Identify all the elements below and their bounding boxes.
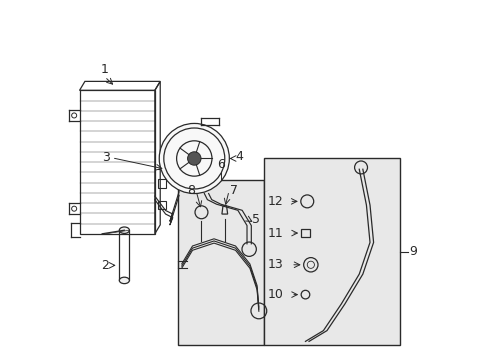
- Circle shape: [187, 152, 201, 165]
- Circle shape: [159, 123, 229, 194]
- Bar: [158, 179, 165, 188]
- Text: 1: 1: [101, 63, 108, 76]
- Text: 6: 6: [217, 158, 224, 171]
- Text: 3: 3: [102, 151, 110, 164]
- Text: 10: 10: [267, 288, 283, 301]
- Ellipse shape: [119, 227, 129, 233]
- Bar: [158, 201, 165, 210]
- Text: 2: 2: [101, 259, 108, 272]
- Text: 7: 7: [229, 184, 237, 197]
- Bar: [264, 158, 400, 345]
- Text: 11: 11: [267, 226, 283, 239]
- Bar: [178, 180, 264, 345]
- Text: 4: 4: [235, 150, 243, 163]
- Bar: [301, 229, 309, 237]
- Text: 13: 13: [267, 258, 283, 271]
- Ellipse shape: [119, 277, 129, 284]
- Text: 5: 5: [251, 213, 260, 226]
- Text: 8: 8: [186, 184, 194, 197]
- Text: 12: 12: [267, 195, 283, 208]
- Text: 9: 9: [408, 245, 416, 258]
